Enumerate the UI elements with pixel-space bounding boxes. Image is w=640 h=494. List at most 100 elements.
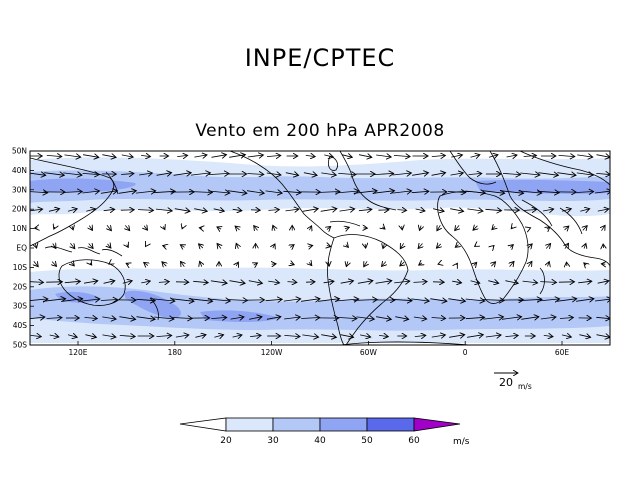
wind-vector [540,317,556,319]
wind-vector [394,281,410,283]
wind-vector [452,281,461,283]
wind-vector [54,227,55,229]
wind-vector [30,335,42,336]
wind-vector [327,226,331,229]
wind-vector [329,262,330,266]
wind-vector [594,299,610,301]
wind-vector [393,155,410,156]
wind-vector [153,299,174,301]
wind-vector [172,318,193,319]
wind-vector [180,245,184,248]
wind-vector [317,192,340,193]
wind-vector [340,281,354,283]
wind-vector [392,191,411,193]
wind-vector [46,155,62,156]
colorbar-label: 50 [361,436,373,446]
wind-vector [547,227,550,229]
colorbar-label: 60 [408,436,420,446]
wind-vector [431,173,446,176]
wind-vector [538,173,558,176]
wind-vector [431,155,446,156]
latitude-axis: 50N 40N 30N 20N 10N EQ 10S 20S 30S 40S 50S [12,147,34,350]
wind-vector [327,246,331,247]
wind-vector [411,191,429,192]
wind-vector [301,318,320,319]
wind-vector [62,299,83,302]
wind-vector [321,335,336,338]
wind-vector [49,335,59,337]
wind-vector [510,245,513,248]
latitude-label: 20S [13,282,28,291]
wind-vector [397,210,406,211]
wind-vector [284,335,300,336]
wind-vector [309,262,312,265]
wind-vector [199,244,203,248]
wind-vector [83,281,98,283]
wind-vector [364,261,367,266]
wind-vector [565,243,569,248]
wind-vector [357,281,373,284]
wind-vector [467,335,483,338]
wind-vector [102,155,116,158]
wind-vector [30,191,47,192]
wind-vector [402,226,403,230]
wind-vector [290,245,294,248]
latitude-label: 10N [12,224,27,233]
wind-vector [102,335,116,337]
wind-vector [44,173,64,176]
wind-vector [400,262,404,266]
wind-vector [437,225,440,230]
wind-vector [30,282,44,283]
wind-vector [247,155,264,157]
wind-vector [195,335,206,338]
wind-vector [561,209,571,212]
wind-vector [308,246,312,247]
wind-vector [214,335,223,338]
wind-vector [419,263,422,265]
colorbar-bin [319,417,368,432]
wind-vector [523,210,537,211]
wind-vector [383,244,385,249]
colorbar-low-triangle [179,417,227,432]
wind-vector [358,209,372,210]
wind-vector [596,317,610,318]
wind-vector [287,282,297,283]
wind-vector [339,209,355,211]
wind-vector [411,299,429,301]
wind-vector [431,318,446,319]
reference-unit: m/s [518,382,532,391]
wind-vector [141,281,150,283]
wind-vector [302,335,318,337]
wind-vector [485,335,501,337]
latitude-label: EQ [16,244,27,253]
wind-vector [62,192,82,193]
wind-vector [213,209,225,211]
wind-vector [146,246,147,247]
wind-vector [246,191,264,194]
wind-vector [474,262,477,265]
wind-vector [470,281,480,283]
wind-vector [543,335,553,336]
wind-vector [540,282,556,283]
wind-vector [119,335,135,336]
wind-vector [520,173,540,175]
wind-vector [455,245,458,248]
wind-vector [174,209,190,212]
wind-vector [447,192,466,193]
wind-vector [455,225,459,230]
wind-vector [577,155,593,157]
wind-vector [528,244,532,248]
wind-vector [86,209,95,211]
wind-vector [283,191,301,192]
wind-vector [283,299,301,301]
wind-vector [102,317,116,319]
wind-vector [273,225,275,230]
wind-vector [505,281,518,284]
wind-vector [107,225,111,230]
wind-vector [376,155,391,157]
wind-vector [144,226,147,230]
wind-vector [492,226,495,229]
wind-vector [323,281,334,283]
wind-vector [181,261,185,266]
colorbar-label: 30 [267,436,279,446]
